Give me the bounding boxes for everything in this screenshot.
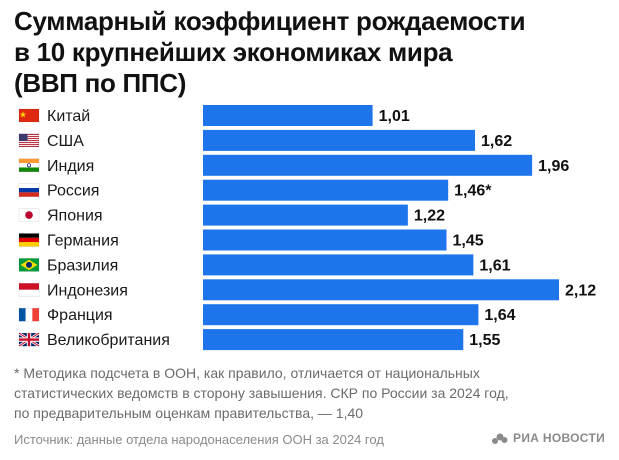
bar: [203, 129, 476, 151]
china-flag-icon: [18, 108, 40, 123]
bar: [203, 204, 408, 226]
chart-row: Франция 1,64: [18, 304, 516, 326]
footnote: * Методика подсчета в ООН, как правило, …: [14, 363, 604, 423]
bar: [203, 254, 474, 276]
category-label: Россия: [47, 183, 99, 200]
category-label: США: [47, 133, 84, 150]
chart-row: Япония 1,22: [18, 204, 445, 226]
india-flag-icon: [18, 158, 40, 173]
germany-flag-icon: [18, 233, 40, 247]
category-label: Германия: [47, 233, 119, 250]
category-label: Бразилия: [47, 257, 118, 274]
category-label: Китай: [47, 108, 90, 125]
chart-row: Бразилия 1,61: [18, 254, 511, 276]
chart-row: США 1,62: [18, 129, 512, 151]
chart-row: Германия 1,45: [18, 229, 484, 251]
chart-row: Россия 1,46*: [18, 179, 492, 201]
bar: [203, 154, 533, 176]
category-label: Индонезия: [47, 282, 128, 299]
footnote-line-2: статистических ведомств в сторону завыше…: [14, 385, 509, 401]
value-label: 1,61: [479, 257, 510, 274]
title-line-1: Суммарный коэффициент рождаемости: [14, 6, 526, 36]
title-line-2: в 10 крупнейших экономиках мира: [14, 37, 453, 67]
chart-row: Китай 1,01: [18, 105, 410, 126]
footnote-line-1: * Методика подсчета в ООН, как правило, …: [14, 365, 480, 381]
bar: [203, 179, 449, 201]
russia-flag-icon: [18, 183, 40, 197]
value-label: 1,22: [414, 208, 445, 225]
value-label: 1,96: [538, 158, 569, 175]
bar: [203, 105, 373, 126]
france-flag-icon: [18, 307, 40, 322]
uk-flag-icon: [18, 332, 40, 348]
title-line-3: (ВВП по ППС): [14, 68, 187, 98]
bar-chart: Китай 1,01 США 1,62 Индия 1,96 Россия 1,46* Япон…: [18, 105, 596, 351]
bar: [203, 329, 464, 351]
bar: [203, 304, 479, 326]
value-label: 1,62: [481, 133, 512, 150]
ria-logo-icon: [492, 433, 508, 444]
value-label: 1,55: [469, 332, 500, 349]
category-label: Франция: [47, 307, 113, 324]
chart-row: Индонезия 2,12: [18, 279, 596, 301]
footnote-line-3: по предварительным оценкам правительства…: [14, 405, 364, 421]
chart-title: Суммарный коэффициент рождаемости в 10 к…: [14, 6, 604, 99]
value-label: 2,12: [565, 282, 596, 299]
ria-logo: РИА НОВОСТИ: [491, 431, 605, 445]
brazil-flag-icon: [18, 258, 40, 272]
value-label: 1,01: [379, 108, 410, 125]
chart-row: Великобритания 1,55: [18, 329, 501, 351]
usa-flag-icon: [18, 133, 40, 148]
value-label: 1,45: [452, 233, 483, 250]
bar: [203, 229, 447, 251]
category-label: Япония: [47, 208, 103, 225]
japan-flag-icon: [18, 208, 40, 222]
category-label: Индия: [47, 158, 94, 175]
logo-text: РИА НОВОСТИ: [513, 431, 605, 445]
value-label: 1,46*: [454, 183, 492, 200]
source-text: Источник: данные отдела народонаселения …: [14, 432, 384, 447]
chart-row: Индия 1,96: [18, 154, 569, 176]
value-label: 1,64: [484, 307, 515, 324]
category-label: Великобритания: [47, 332, 170, 349]
indonesia-flag-icon: [18, 283, 40, 297]
bar: [203, 279, 559, 301]
